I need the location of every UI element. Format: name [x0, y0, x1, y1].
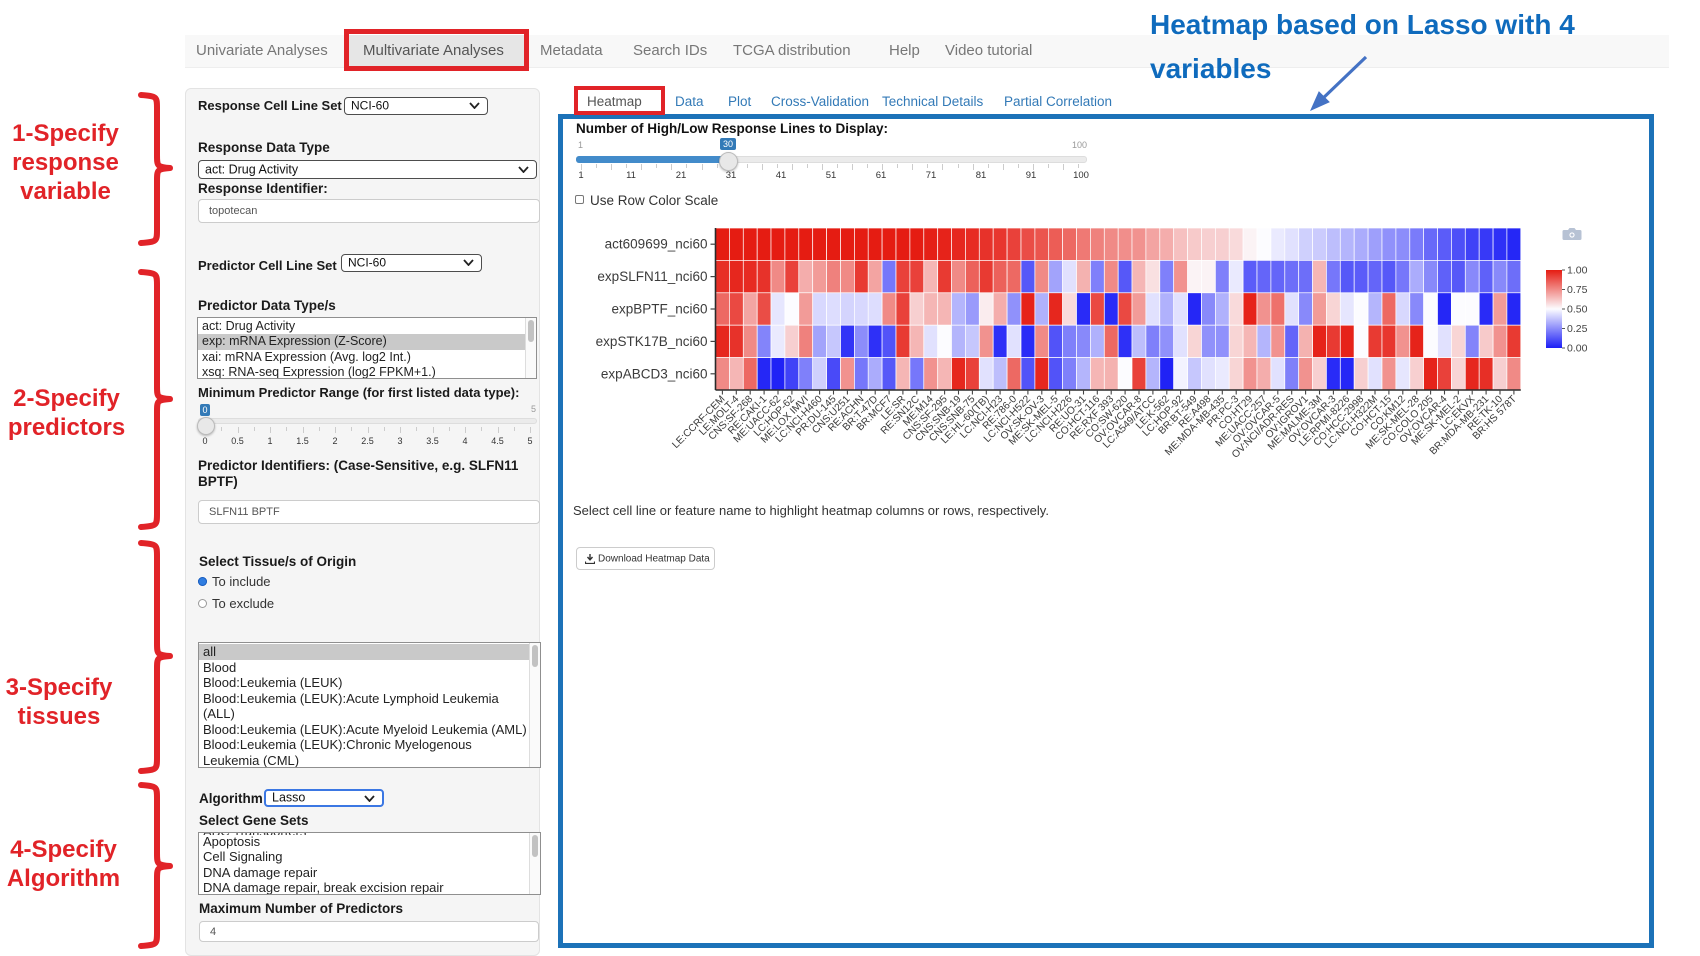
svg-text:0.75: 0.75 — [1567, 284, 1588, 296]
svg-text:expSLFN11_nci60: expSLFN11_nci60 — [597, 269, 707, 284]
svg-text:0.25: 0.25 — [1567, 323, 1588, 335]
svg-text:expBPTF_nci60: expBPTF_nci60 — [611, 302, 707, 317]
svg-text:1.00: 1.00 — [1567, 265, 1588, 277]
svg-text:expABCD3_nci60: expABCD3_nci60 — [601, 366, 708, 381]
svg-text:0.50: 0.50 — [1567, 304, 1588, 316]
svg-text:0.00: 0.00 — [1567, 343, 1588, 355]
svg-text:act609699_nci60: act609699_nci60 — [605, 237, 708, 252]
svg-text:expSTK17B_nci60: expSTK17B_nci60 — [596, 334, 708, 349]
